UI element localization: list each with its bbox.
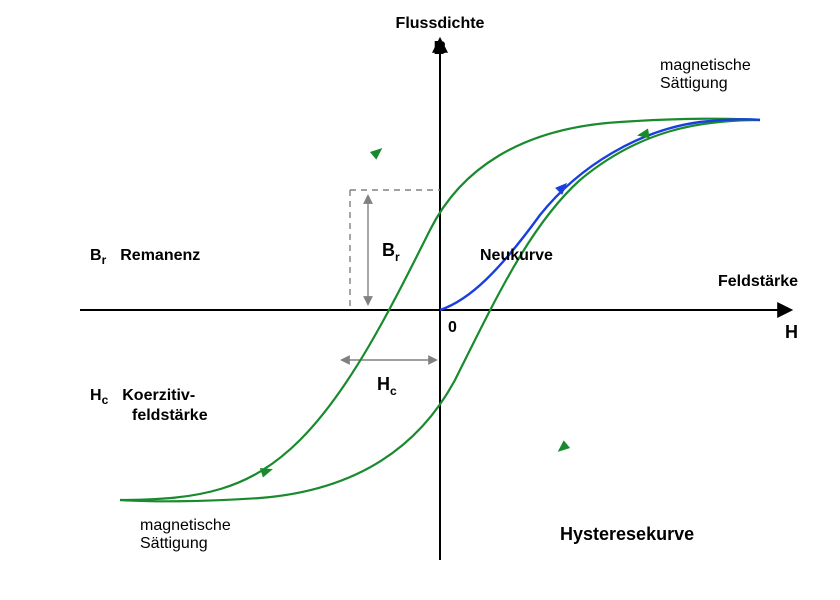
hysteresis-diagram: Flussdichte B Feldstärke H 0 magnetische… [0, 0, 840, 600]
hc-marker-label: Hc [377, 374, 397, 398]
remanence-label: BrRemanenz [90, 247, 200, 267]
br-marker-label: Br [382, 240, 400, 264]
coercivity-label-1: HcKoerzitiv- [90, 387, 195, 407]
coercivity-label-2: feldstärke [132, 407, 208, 424]
virgin-curve [440, 119, 760, 310]
y-axis-title-1: Flussdichte [396, 15, 485, 32]
virgin-curve-label: Neukurve [480, 247, 553, 264]
x-axis-title-1: Feldstärke [718, 273, 798, 290]
origin-label: 0 [448, 319, 457, 336]
x-axis-title-2: H [785, 322, 798, 342]
saturation-label-bottom: magnetischeSättigung [140, 517, 231, 552]
diagram-title: Hysteresekurve [560, 524, 694, 544]
y-axis-title-2: B [434, 38, 447, 58]
saturation-label-top: magnetischeSättigung [660, 57, 751, 92]
